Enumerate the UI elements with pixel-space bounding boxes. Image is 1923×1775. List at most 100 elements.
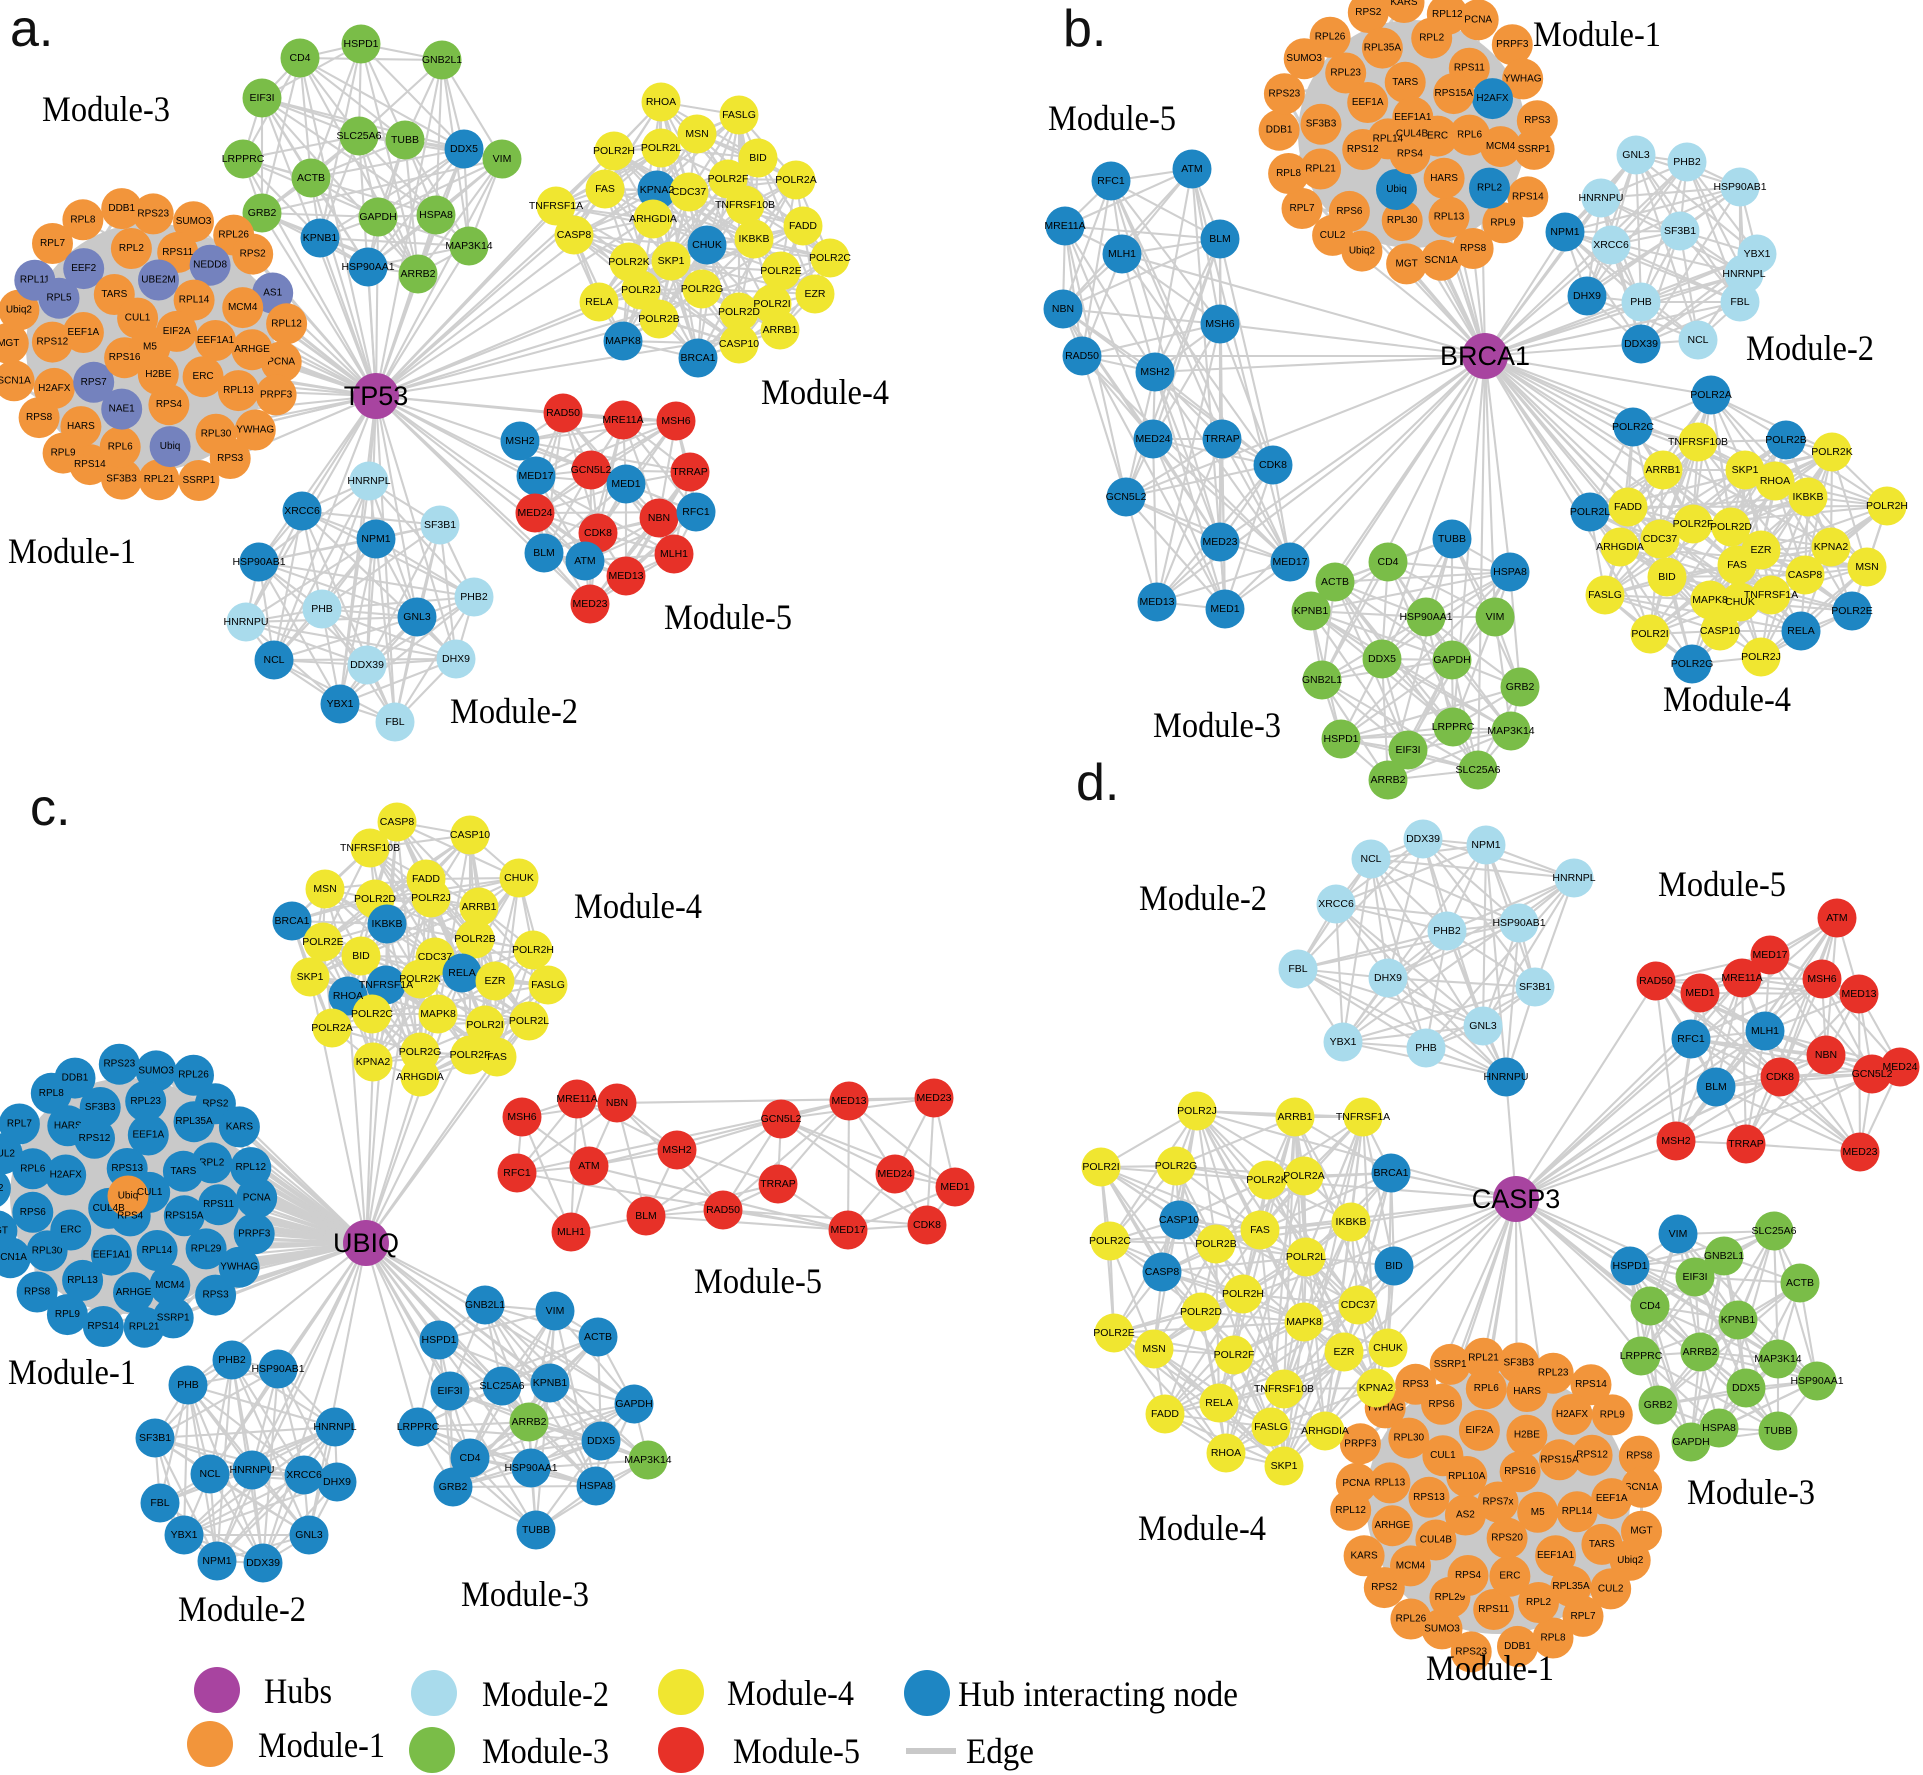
svg-text:RELA: RELA: [448, 967, 475, 979]
svg-text:HSP90AA1: HSP90AA1: [1790, 1375, 1843, 1387]
svg-text:TNFRSF10B: TNFRSF10B: [340, 842, 400, 854]
svg-text:EIF2A: EIF2A: [163, 326, 191, 337]
svg-text:RPL8: RPL8: [39, 1088, 64, 1099]
svg-text:CDC37: CDC37: [672, 186, 707, 198]
svg-text:SSRP1: SSRP1: [157, 1312, 190, 1323]
svg-text:EEF1A: EEF1A: [1596, 1493, 1628, 1504]
svg-text:MED23: MED23: [916, 1092, 951, 1104]
svg-text:RPL21: RPL21: [1468, 1353, 1499, 1364]
svg-text:MLH1: MLH1: [1751, 1025, 1779, 1037]
svg-text:MCM4: MCM4: [1396, 1560, 1426, 1571]
svg-text:POLR2K: POLR2K: [1811, 446, 1852, 458]
svg-text:XRCC6: XRCC6: [284, 505, 320, 517]
svg-text:DDX5: DDX5: [587, 1435, 615, 1447]
svg-text:HARS: HARS: [1513, 1386, 1541, 1397]
svg-text:MED1: MED1: [1685, 987, 1714, 999]
svg-text:RFC1: RFC1: [1097, 175, 1125, 187]
svg-text:YBX1: YBX1: [1330, 1036, 1357, 1048]
svg-text:RPS15A: RPS15A: [1540, 1454, 1579, 1465]
svg-text:CDK8: CDK8: [913, 1219, 941, 1231]
svg-text:EEF1A: EEF1A: [1352, 97, 1384, 108]
svg-text:POLR2I: POLR2I: [466, 1019, 503, 1031]
svg-text:POLR2G: POLR2G: [399, 1046, 442, 1058]
svg-text:Module-2: Module-2: [450, 691, 578, 731]
svg-text:KPNB1: KPNB1: [1294, 605, 1329, 617]
svg-text:RPS11: RPS11: [1478, 1604, 1509, 1615]
svg-text:RPS12: RPS12: [37, 337, 69, 348]
svg-text:MCM4: MCM4: [1486, 141, 1516, 152]
svg-text:DDB1: DDB1: [1504, 1641, 1531, 1652]
svg-text:DDX39: DDX39: [1624, 338, 1658, 350]
svg-text:NBN: NBN: [1052, 303, 1074, 315]
svg-text:KPNA2: KPNA2: [356, 1056, 391, 1068]
svg-text:RPS4: RPS4: [156, 399, 183, 410]
svg-text:POLR2L: POLR2L: [1570, 506, 1610, 518]
svg-text:Ubiq2: Ubiq2: [1617, 1555, 1644, 1566]
svg-text:BLM: BLM: [533, 547, 555, 559]
svg-text:NBN: NBN: [648, 512, 670, 524]
svg-text:RFC1: RFC1: [503, 1167, 531, 1179]
svg-text:ARHGE: ARHGE: [1375, 1520, 1411, 1531]
svg-text:CDK8: CDK8: [1259, 459, 1287, 471]
svg-text:CHUK: CHUK: [692, 239, 722, 251]
svg-text:SCN1A: SCN1A: [1625, 1482, 1659, 1493]
svg-text:FADD: FADD: [412, 873, 440, 885]
svg-text:RPL23: RPL23: [130, 1096, 161, 1107]
svg-text:KPNB1: KPNB1: [303, 232, 338, 244]
svg-text:BLM: BLM: [1209, 233, 1231, 245]
svg-text:POLR2K: POLR2K: [399, 973, 440, 985]
svg-text:MGT: MGT: [1630, 1526, 1652, 1537]
svg-text:Module-1: Module-1: [8, 1352, 136, 1392]
svg-text:CD4: CD4: [459, 1452, 480, 1464]
svg-text:LRPPRC: LRPPRC: [1432, 721, 1475, 733]
svg-text:MED23: MED23: [1202, 536, 1237, 548]
svg-text:POLR2E: POLR2E: [1831, 605, 1872, 617]
svg-text:H2AFX: H2AFX: [1556, 1409, 1589, 1420]
svg-text:ATM: ATM: [1181, 163, 1202, 175]
svg-text:RPS14: RPS14: [1512, 191, 1544, 202]
svg-text:POLR2F: POLR2F: [450, 1049, 491, 1061]
svg-text:FAS: FAS: [1250, 1224, 1270, 1236]
svg-text:SCN1A: SCN1A: [0, 1252, 27, 1263]
svg-text:DDX39: DDX39: [246, 1557, 280, 1569]
svg-text:YBX1: YBX1: [327, 698, 354, 710]
svg-text:RPL14: RPL14: [179, 295, 210, 306]
svg-text:Edge: Edge: [966, 1731, 1034, 1771]
svg-text:RPL26: RPL26: [1396, 1614, 1427, 1625]
svg-text:SF3B1: SF3B1: [139, 1432, 171, 1444]
svg-text:DDX39: DDX39: [1406, 833, 1440, 845]
svg-text:NCL: NCL: [263, 654, 284, 666]
svg-text:SKP1: SKP1: [658, 255, 685, 267]
svg-text:RPS14: RPS14: [88, 1321, 120, 1332]
svg-text:CUL2: CUL2: [1320, 230, 1346, 241]
svg-text:MED17: MED17: [830, 1224, 865, 1236]
svg-text:RPS13: RPS13: [111, 1163, 143, 1174]
svg-text:HSP90AB1: HSP90AB1: [1492, 917, 1545, 929]
svg-text:EEF1A1: EEF1A1: [197, 335, 235, 346]
svg-text:RPS16: RPS16: [109, 352, 141, 363]
svg-text:PHB: PHB: [311, 603, 333, 615]
svg-text:POLR2I: POLR2I: [1082, 1161, 1119, 1173]
svg-text:Module-5: Module-5: [1048, 98, 1176, 138]
svg-text:PRPF3: PRPF3: [1344, 1438, 1377, 1449]
svg-text:HARS: HARS: [1430, 173, 1458, 184]
svg-text:H2AFX: H2AFX: [50, 1170, 83, 1181]
svg-text:IKBKB: IKBKB: [372, 918, 403, 930]
svg-text:BRCA1: BRCA1: [680, 352, 715, 364]
svg-text:RPL6: RPL6: [1474, 1383, 1499, 1394]
svg-text:PRPF3: PRPF3: [260, 389, 293, 400]
svg-text:ACTB: ACTB: [584, 1331, 612, 1343]
svg-text:RPS23: RPS23: [1455, 1646, 1487, 1657]
svg-text:Module-2: Module-2: [1746, 328, 1874, 368]
svg-text:TARS: TARS: [1589, 1539, 1615, 1550]
svg-text:RPL23: RPL23: [1330, 68, 1361, 79]
svg-text:NPM1: NPM1: [202, 1555, 231, 1567]
svg-text:POLR2G: POLR2G: [681, 283, 724, 295]
svg-text:CASP8: CASP8: [557, 229, 592, 241]
svg-text:HSP90AA1: HSP90AA1: [341, 261, 394, 273]
svg-text:RPL8: RPL8: [1540, 1633, 1565, 1644]
svg-text:TUBB: TUBB: [522, 1524, 550, 1536]
svg-text:M5: M5: [143, 342, 157, 353]
svg-text:CASP8: CASP8: [380, 816, 415, 828]
svg-text:FASLG: FASLG: [1254, 1421, 1288, 1433]
